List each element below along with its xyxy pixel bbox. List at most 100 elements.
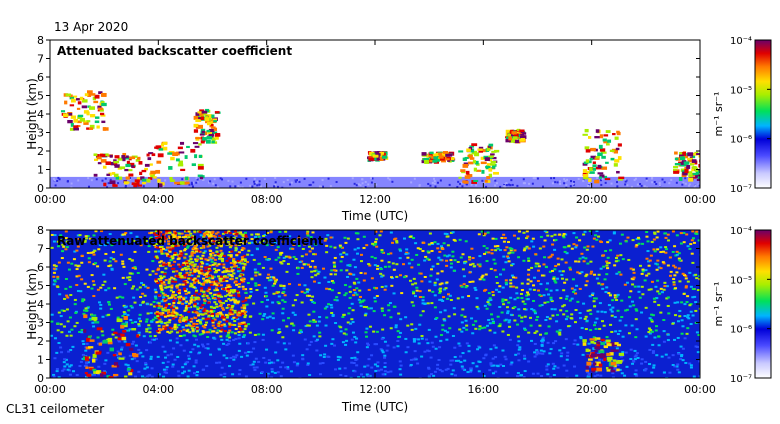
- noise-pixel: [535, 318, 539, 321]
- noise-pixel: [508, 247, 512, 250]
- noise-pixel: [50, 320, 54, 323]
- aerosol-pixel: [630, 185, 633, 188]
- noise-pixel: [269, 361, 273, 364]
- plume-pixel: [244, 323, 248, 326]
- noise-pixel: [501, 330, 505, 333]
- cloud-pixel: [585, 348, 589, 352]
- noise-pixel: [435, 316, 439, 319]
- noise-pixel: [138, 313, 142, 316]
- aerosol-pixel: [375, 183, 378, 186]
- aerosol-pixel: [66, 180, 69, 183]
- aerosol-pixel: [109, 178, 112, 181]
- plume-pixel: [222, 277, 226, 280]
- plume-pixel: [203, 234, 207, 237]
- plume-pixel: [202, 298, 206, 301]
- noise-pixel: [253, 333, 257, 336]
- noise-pixel: [523, 315, 527, 318]
- noise-pixel: [312, 319, 316, 322]
- noise-pixel: [671, 250, 675, 253]
- aerosol-pixel: [645, 186, 648, 188]
- plume-pixel: [196, 319, 200, 322]
- plume-pixel: [215, 315, 219, 318]
- noise-pixel: [649, 288, 653, 291]
- noise-pixel: [553, 308, 557, 311]
- noise-pixel: [602, 254, 606, 257]
- noise-pixel: [562, 236, 566, 239]
- noise-pixel: [536, 262, 540, 265]
- noise-pixel: [447, 254, 451, 257]
- noise-pixel: [344, 343, 348, 346]
- noise-pixel: [593, 305, 597, 308]
- noise-pixel: [128, 276, 132, 279]
- plume-pixel: [244, 296, 248, 299]
- noise-pixel: [503, 237, 507, 240]
- noise-pixel: [434, 347, 438, 350]
- noise-pixel: [685, 301, 689, 304]
- noise-pixel: [616, 333, 620, 336]
- noise-pixel: [584, 275, 588, 278]
- noise-pixel: [75, 374, 79, 377]
- noise-pixel: [482, 234, 486, 237]
- aerosol-pixel: [698, 184, 700, 187]
- noise-pixel: [235, 354, 239, 357]
- cloud-pixel: [91, 358, 96, 363]
- noise-pixel: [538, 294, 542, 297]
- plume-pixel: [182, 319, 186, 322]
- plume-pixel: [156, 330, 160, 333]
- cloud-pixel: [486, 163, 493, 166]
- cloud-pixel: [106, 375, 111, 378]
- noise-pixel: [181, 236, 185, 239]
- aerosol-pixel: [448, 183, 451, 186]
- noise-pixel: [263, 286, 267, 289]
- cloud-pixel: [197, 163, 204, 167]
- noise-pixel: [673, 274, 677, 277]
- cloud-pixel: [511, 131, 517, 135]
- cloud-pixel: [199, 175, 205, 179]
- aerosol-pixel: [188, 183, 191, 186]
- plume-pixel: [240, 274, 244, 277]
- x-tick-label-top: 16:00: [467, 193, 499, 206]
- noise-pixel: [87, 257, 91, 260]
- noise-pixel: [327, 303, 331, 306]
- plume-pixel: [235, 283, 239, 286]
- aerosol-pixel: [565, 184, 568, 187]
- x-tick-label-bottom: 16:00: [467, 383, 499, 396]
- cloud-pixel: [481, 169, 485, 174]
- noise-pixel: [206, 336, 210, 339]
- y-tick-label-bottom: 5: [37, 280, 44, 293]
- cloud-pixel: [679, 152, 683, 156]
- noise-pixel: [50, 246, 54, 249]
- noise-pixel: [52, 275, 56, 278]
- colorbar-top: 10⁻⁷10⁻⁶10⁻⁵10⁻⁴ m⁻¹ sr⁻¹: [712, 36, 772, 195]
- noise-pixel: [498, 324, 502, 327]
- noise-pixel: [506, 333, 510, 336]
- noise-pixel: [509, 363, 513, 366]
- noise-pixel: [676, 368, 680, 371]
- aerosol-pixel: [508, 183, 511, 186]
- noise-pixel: [63, 365, 67, 368]
- plume-pixel: [220, 295, 224, 298]
- noise-pixel: [186, 375, 190, 378]
- noise-pixel: [593, 375, 597, 378]
- noise-pixel: [59, 346, 63, 349]
- plume-pixel: [222, 318, 226, 321]
- aerosol-pixel: [624, 178, 627, 181]
- plume-pixel: [231, 304, 235, 307]
- noise-pixel: [191, 348, 195, 351]
- noise-pixel: [343, 367, 347, 370]
- noise-pixel: [688, 362, 692, 365]
- aerosol-pixel: [277, 185, 280, 188]
- noise-pixel: [230, 331, 234, 334]
- noise-pixel: [184, 361, 188, 364]
- noise-pixel: [342, 332, 346, 335]
- plume-pixel: [219, 263, 223, 266]
- aerosol-pixel: [213, 178, 216, 181]
- cloud-pixel: [64, 100, 68, 105]
- noise-pixel: [554, 265, 558, 268]
- noise-pixel: [254, 271, 258, 274]
- noise-pixel: [245, 354, 249, 357]
- cloud-pixel: [610, 349, 616, 352]
- noise-pixel: [106, 242, 110, 245]
- noise-pixel: [527, 257, 531, 260]
- noise-pixel: [142, 283, 146, 286]
